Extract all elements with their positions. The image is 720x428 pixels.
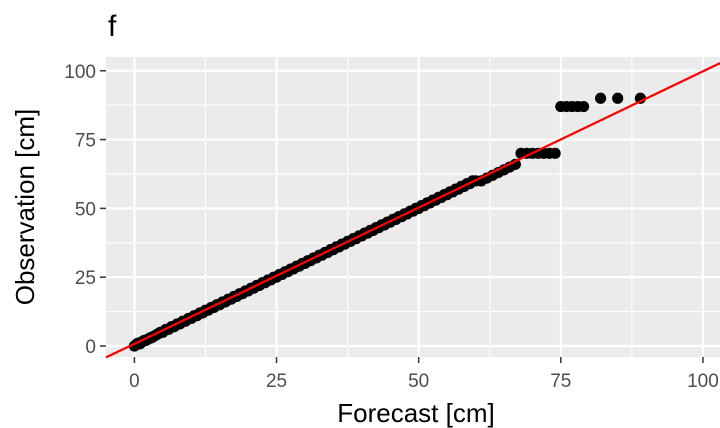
data-point bbox=[612, 92, 624, 104]
y-axis: 0 25 50 75 100 bbox=[64, 62, 106, 358]
x-tick-label: 100 bbox=[687, 371, 719, 392]
x-tick-label: 50 bbox=[408, 371, 429, 392]
x-tick-label: 25 bbox=[266, 371, 287, 392]
data-point bbox=[577, 100, 590, 113]
y-tick-label: 25 bbox=[75, 268, 96, 289]
panel-label: f bbox=[108, 10, 117, 43]
x-tick-label: 0 bbox=[129, 371, 140, 392]
y-tick-label: 100 bbox=[64, 62, 96, 83]
x-axis: 0 25 50 75 100 bbox=[129, 357, 719, 392]
reference-line bbox=[105, 62, 720, 359]
y-tick-label: 50 bbox=[75, 199, 96, 220]
grid-minor bbox=[106, 57, 720, 357]
y-tick-label: 0 bbox=[85, 337, 96, 358]
y-axis-title: Observation [cm] bbox=[10, 109, 40, 306]
x-tick-label: 75 bbox=[550, 371, 571, 392]
data-point bbox=[595, 92, 607, 104]
y-tick-label: 75 bbox=[75, 131, 96, 152]
data-point bbox=[549, 147, 561, 159]
x-axis-title: Forecast [cm] bbox=[337, 398, 494, 428]
